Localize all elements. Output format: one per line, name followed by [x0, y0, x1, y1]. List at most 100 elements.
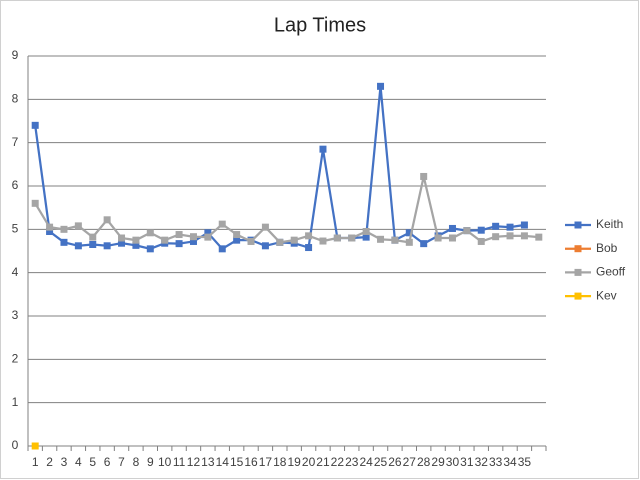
point-marker	[46, 228, 54, 235]
point-marker	[89, 241, 97, 248]
point-marker	[46, 223, 54, 231]
x-tick-label: 21	[316, 455, 330, 469]
point-marker	[218, 245, 226, 253]
x-tick-label: 12	[187, 455, 201, 469]
point-marker	[175, 231, 183, 239]
x-tick-label: 6	[104, 455, 111, 469]
point-marker	[31, 121, 39, 129]
point-marker	[492, 222, 500, 230]
point-marker	[146, 229, 154, 237]
point-marker	[118, 234, 126, 242]
point-marker	[506, 223, 514, 231]
point-marker	[448, 234, 456, 242]
y-tick-label: 2	[12, 352, 19, 366]
point-marker	[175, 240, 183, 248]
legend-marker	[574, 221, 582, 229]
x-tick-label: 34	[503, 455, 517, 469]
x-tick-label: 1	[32, 455, 39, 469]
point-marker	[463, 227, 471, 235]
x-tick-label: 7	[118, 455, 125, 469]
x-tick-label: 5	[89, 455, 96, 469]
point-marker	[146, 245, 154, 253]
x-tick-label: 31	[460, 455, 474, 469]
point-marker	[261, 242, 269, 250]
point-marker	[103, 216, 111, 224]
point-marker	[333, 234, 341, 242]
point-marker	[520, 232, 528, 240]
point-marker	[74, 222, 82, 230]
point-marker	[535, 233, 543, 241]
point-marker	[247, 237, 255, 245]
x-tick-label: 4	[75, 455, 82, 469]
point-marker	[161, 236, 169, 244]
x-tick-label: 26	[388, 455, 402, 469]
point-marker	[305, 232, 313, 240]
legend-marker	[574, 245, 582, 253]
point-marker	[89, 233, 97, 241]
x-tick-label: 28	[417, 455, 431, 469]
y-tick-label: 4	[12, 265, 19, 279]
x-tick-label: 3	[61, 455, 68, 469]
point-marker	[362, 233, 370, 241]
point-marker	[132, 241, 140, 249]
point-marker	[405, 229, 413, 237]
point-marker	[405, 238, 413, 246]
x-tick-label: 11	[173, 455, 186, 469]
point-marker	[362, 228, 370, 235]
x-tick-label: 20	[302, 455, 316, 469]
x-tick-label: 22	[331, 455, 345, 469]
point-marker	[319, 237, 327, 245]
point-marker	[233, 231, 241, 239]
point-marker	[233, 236, 241, 244]
point-marker	[189, 233, 197, 241]
point-marker	[204, 229, 212, 237]
x-tick-label: 23	[345, 455, 359, 469]
y-tick-label: 9	[12, 48, 19, 62]
chart-title: Lap Times	[274, 14, 366, 36]
point-marker	[103, 242, 111, 250]
x-tick-label: 27	[403, 455, 417, 469]
x-tick-label: 24	[359, 455, 373, 469]
point-marker	[290, 236, 298, 244]
point-marker	[261, 223, 269, 231]
x-tick-label: 19	[288, 455, 302, 469]
x-tick-label: 13	[201, 455, 215, 469]
x-tick-label: 33	[489, 455, 503, 469]
y-tick-label: 8	[12, 92, 19, 106]
y-tick-label: 3	[12, 308, 19, 322]
legend-label: Kev	[596, 288, 617, 302]
legend-label: Keith	[596, 217, 623, 231]
point-marker	[60, 225, 68, 233]
point-marker	[377, 235, 385, 243]
x-tick-label: 32	[475, 455, 489, 469]
point-marker	[218, 220, 226, 228]
point-marker	[305, 244, 313, 252]
point-marker	[434, 234, 442, 242]
point-marker	[132, 236, 140, 244]
point-marker	[348, 234, 356, 242]
legend-label: Geoff	[596, 265, 626, 279]
legend-marker	[574, 268, 582, 276]
point-marker	[189, 237, 197, 245]
x-tick-label: 29	[431, 455, 445, 469]
point-marker	[420, 240, 428, 248]
point-marker	[448, 224, 456, 232]
point-marker	[118, 239, 126, 247]
point-marker	[204, 233, 212, 241]
y-tick-label: 0	[12, 438, 19, 452]
point-marker	[31, 199, 39, 207]
point-marker	[31, 442, 39, 450]
x-tick-label: 15	[230, 455, 244, 469]
x-tick-label: 35	[518, 455, 532, 469]
point-marker	[60, 238, 68, 246]
x-tick-label: 18	[273, 455, 287, 469]
x-tick-label: 10	[158, 455, 172, 469]
x-tick-label: 14	[216, 455, 230, 469]
x-tick-label: 17	[259, 455, 273, 469]
x-tick-label: 25	[374, 455, 388, 469]
x-tick-label: 16	[244, 455, 258, 469]
point-marker	[520, 221, 528, 229]
point-marker	[492, 233, 500, 241]
legend-marker	[574, 292, 582, 300]
